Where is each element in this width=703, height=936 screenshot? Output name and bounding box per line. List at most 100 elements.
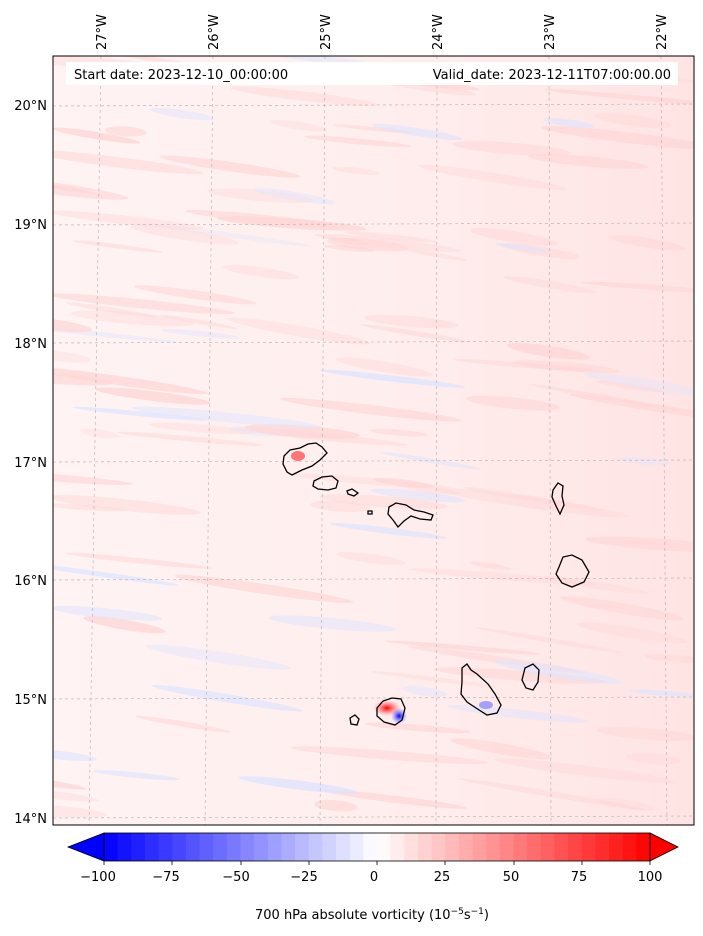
colorbar-step <box>499 833 514 861</box>
vorticity-streak <box>494 243 551 253</box>
vorticity-streak <box>66 302 158 318</box>
vorticity-streak <box>150 108 214 121</box>
vorticity-streak <box>53 803 107 818</box>
vorticity-streak <box>314 799 358 812</box>
lon-tick-label: 27°W <box>95 14 110 50</box>
vorticity-streak <box>319 369 466 388</box>
vorticity-streak <box>207 188 314 203</box>
vorticity-streak <box>222 264 299 280</box>
valid-date-label: Valid_date: 2023-12-11T07:00:00.00 <box>433 68 671 83</box>
colorbar-step <box>458 833 474 861</box>
vorticity-streak <box>343 231 437 243</box>
island-sal <box>551 482 565 516</box>
vorticity-streak <box>450 738 553 760</box>
island-maio <box>521 663 540 691</box>
vorticity-streak <box>528 383 682 411</box>
vorticity-streak <box>253 187 336 205</box>
vorticity-streak <box>267 615 397 632</box>
vorticity-streak <box>380 452 481 470</box>
start-date-label: Start date: 2023-12-10_00:00:00 <box>74 68 288 83</box>
fogo-negative-vorticity <box>391 708 407 724</box>
colorbar-step <box>568 833 583 861</box>
vorticity-streak <box>269 119 327 132</box>
vorticity-streak <box>53 470 134 486</box>
colorbar-step <box>117 833 132 861</box>
vorticity-streak <box>53 747 97 761</box>
colorbar-tick-label: −50 <box>222 870 249 885</box>
colorbar-tick-label: −25 <box>290 870 317 885</box>
lon-tick-label: 24°W <box>431 14 446 50</box>
vorticity-streak <box>148 422 253 435</box>
colorbar-step <box>527 833 542 861</box>
colorbar-tick-label: −100 <box>80 870 116 885</box>
vorticity-streak <box>135 715 231 733</box>
vorticity-streak <box>53 503 126 512</box>
colorbar-tick-label: 25 <box>434 870 451 885</box>
island-outlines <box>282 442 590 726</box>
vorticity-streak <box>174 574 354 604</box>
lon-tick-label: 23°W <box>543 14 558 50</box>
vorticity-streak <box>370 488 466 503</box>
vorticity-streak <box>417 164 568 191</box>
vorticity-streak <box>469 561 512 571</box>
colorbar-step <box>349 833 364 861</box>
vorticity-streak <box>452 141 571 156</box>
lon-tick-label: 22°W <box>655 14 670 50</box>
colorbar-step <box>377 833 392 861</box>
colorbar-step <box>213 833 228 861</box>
vorticity-streak <box>116 431 264 446</box>
vorticity-streak <box>72 240 164 253</box>
colorbar-step <box>226 833 241 861</box>
colorbar-tick-label: 75 <box>571 870 588 885</box>
colorbar-step <box>104 833 119 861</box>
vorticity-streak <box>229 86 378 106</box>
colorbar-min-extend <box>66 832 105 862</box>
vorticity-streak <box>433 667 607 684</box>
vorticity-streak <box>70 310 195 327</box>
colorbar-step <box>595 833 610 861</box>
vorticity-streak <box>629 689 694 697</box>
colorbar-max-extend <box>649 832 679 862</box>
lat-tick-label: 15°N <box>14 693 47 708</box>
vorticity-streak <box>543 89 694 108</box>
colorbar-step <box>281 833 296 861</box>
vorticity-streak <box>290 746 488 765</box>
vorticity-streak <box>185 209 337 228</box>
colorbar-step <box>240 833 255 861</box>
lon-tick-label: 25°W <box>319 14 334 50</box>
colorbar-step <box>622 833 637 861</box>
island-brava <box>349 714 360 726</box>
lat-tick-label: 16°N <box>14 574 47 589</box>
island-boa-vista <box>555 554 590 588</box>
colorbar-tick-label: −75 <box>152 870 179 885</box>
colorbar-tick-label: 50 <box>503 870 520 885</box>
vorticity-streak <box>147 223 312 247</box>
vorticity-streak <box>576 622 687 644</box>
vorticity-streak <box>53 149 204 175</box>
vorticity-streak <box>596 797 656 812</box>
vorticity-streak <box>159 314 238 329</box>
colorbar-step <box>199 833 214 861</box>
island-sao-vicente <box>312 475 339 491</box>
vorticity-streak <box>93 770 180 781</box>
vorticity-streak <box>447 705 590 723</box>
colorbar-step <box>363 833 378 861</box>
lat-tick-label: 14°N <box>14 812 47 827</box>
colorbar-step <box>254 833 269 861</box>
vorticity-streak <box>402 686 447 697</box>
vorticity-streak <box>364 314 459 329</box>
vorticity-streak <box>83 616 166 634</box>
vorticity-streak <box>616 457 671 466</box>
island-santiago <box>460 663 502 716</box>
colorbar-step <box>445 833 460 861</box>
vorticity-streak <box>364 722 470 734</box>
vorticity-streak <box>53 127 141 144</box>
colorbar-step <box>472 833 487 861</box>
vorticity-streak <box>134 285 257 305</box>
vorticity-streak <box>323 789 467 809</box>
gridlines <box>53 56 694 825</box>
vorticity-streak <box>401 485 461 495</box>
vorticity-streak <box>71 406 208 421</box>
longitude-labels: 27°W 26°W 25°W 24°W 23°W 22°W <box>95 14 670 50</box>
